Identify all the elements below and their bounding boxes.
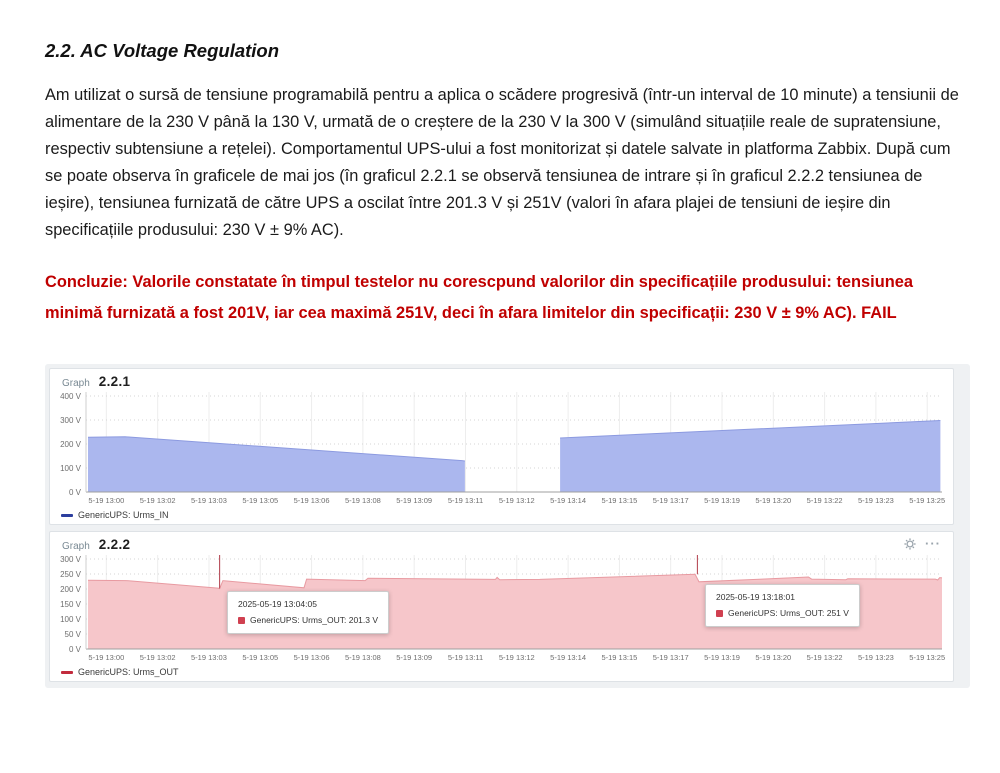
svg-text:100 V: 100 V: [60, 615, 82, 624]
svg-text:5-19 13:03: 5-19 13:03: [191, 653, 227, 662]
graph-221-header: Graph 2.2.1: [52, 371, 951, 390]
svg-text:300 V: 300 V: [60, 416, 82, 425]
ellipsis-menu-icon[interactable]: ···: [925, 536, 941, 552]
series-legend-label: GenericUPS: Urms_OUT: [78, 667, 179, 678]
graph-panel-221: Graph 2.2.1 5-19 13:00 5-19 13:02 5-19 13:…: [49, 368, 954, 526]
svg-text:5-19 13:05: 5-19 13:05: [242, 653, 278, 662]
svg-text:5-19 13:20: 5-19 13:20: [755, 653, 791, 662]
svg-text:200 V: 200 V: [60, 440, 82, 449]
svg-text:5-19 13:25: 5-19 13:25: [909, 496, 945, 505]
datapoint-tooltip-max: 2025-05-19 13:18:01 GenericUPS: Urms_OUT…: [705, 584, 860, 628]
svg-text:5-19 13:22: 5-19 13:22: [807, 653, 843, 662]
graph-kind-label: Graph: [62, 378, 90, 390]
series-legend-label: GenericUPS: Urms_IN: [78, 510, 169, 521]
svg-text:5-19 13:15: 5-19 13:15: [601, 496, 637, 505]
svg-text:5-19 13:23: 5-19 13:23: [858, 653, 894, 662]
svg-text:200 V: 200 V: [60, 585, 82, 594]
svg-text:5-19 13:09: 5-19 13:09: [396, 653, 432, 662]
svg-text:5-19 13:25: 5-19 13:25: [909, 653, 945, 662]
tooltip-timestamp: 2025-05-19 13:04:05: [238, 599, 317, 610]
section-heading: 2.2. AC Voltage Regulation: [45, 40, 280, 61]
graph-number: 2.2.2: [98, 537, 131, 553]
body-paragraph: Am utilizat o sursă de tensiune programa…: [45, 86, 959, 239]
svg-text:5-19 13:11: 5-19 13:11: [448, 653, 483, 662]
tooltip-value: GenericUPS: Urms_OUT: 201.3 V: [250, 615, 379, 626]
legend-row: GenericUPS: Urms_IN: [52, 508, 951, 523]
svg-text:5-19 13:23: 5-19 13:23: [858, 496, 894, 505]
svg-text:5-19 13:14: 5-19 13:14: [550, 653, 586, 662]
series-marker: [238, 616, 245, 624]
datapoint-tooltip-min: 2025-05-19 13:04:05 GenericUPS: Urms_OUT…: [227, 591, 390, 635]
svg-text:0 V: 0 V: [69, 645, 82, 654]
graph-number: 2.2.1: [98, 374, 131, 390]
svg-text:5-19 13:14: 5-19 13:14: [550, 496, 586, 505]
gear-icon[interactable]: [904, 538, 916, 550]
svg-text:5-19 13:00: 5-19 13:00: [88, 496, 124, 505]
svg-text:5-19 13:03: 5-19 13:03: [191, 496, 227, 505]
svg-text:5-19 13:22: 5-19 13:22: [807, 496, 843, 505]
tooltip-timestamp: 2025-05-19 13:18:01: [716, 592, 795, 603]
svg-text:5-19 13:06: 5-19 13:06: [294, 653, 330, 662]
input-voltage-chart[interactable]: 5-19 13:00 5-19 13:02 5-19 13:03 5-19 13:05…: [52, 390, 951, 508]
conclusion-paragraph: Concluzie: Valorile constatate în timpul…: [45, 273, 913, 322]
zabbix-dashboard: Graph 2.2.1 5-19 13:00 5-19 13:02 5-19 13:…: [45, 364, 970, 689]
graph-kind-label: Graph: [62, 541, 90, 553]
svg-text:5-19 13:15: 5-19 13:15: [601, 653, 637, 662]
svg-text:5-19 13:06: 5-19 13:06: [294, 496, 330, 505]
svg-text:5-19 13:19: 5-19 13:19: [704, 653, 740, 662]
series-color-dash: [61, 513, 73, 517]
svg-text:100 V: 100 V: [60, 464, 82, 473]
svg-text:0 V: 0 V: [69, 488, 82, 497]
panel-actions: ···: [904, 536, 941, 552]
svg-text:5-19 13:02: 5-19 13:02: [140, 653, 176, 662]
graph-panel-222: Graph 2.2.2 ··· 5-: [49, 531, 954, 683]
svg-text:250 V: 250 V: [60, 570, 82, 579]
svg-text:5-19 13:19: 5-19 13:19: [704, 496, 740, 505]
legend-row: GenericUPS: Urms_OUT: [52, 665, 951, 680]
svg-text:5-19 13:05: 5-19 13:05: [242, 496, 278, 505]
svg-text:5-19 13:17: 5-19 13:17: [653, 496, 689, 505]
svg-text:50 V: 50 V: [65, 630, 82, 639]
svg-text:400 V: 400 V: [60, 392, 82, 401]
svg-text:150 V: 150 V: [60, 600, 82, 609]
svg-text:5-19 13:08: 5-19 13:08: [345, 653, 381, 662]
svg-text:5-19 13:11: 5-19 13:11: [448, 496, 483, 505]
series-marker: [716, 609, 723, 617]
svg-text:5-19 13:08: 5-19 13:08: [345, 496, 381, 505]
graph-222-header: Graph 2.2.2: [52, 534, 951, 553]
svg-text:5-19 13:20: 5-19 13:20: [755, 496, 791, 505]
svg-text:5-19 13:09: 5-19 13:09: [396, 496, 432, 505]
svg-text:5-19 13:12: 5-19 13:12: [499, 496, 535, 505]
svg-text:5-19 13:02: 5-19 13:02: [140, 496, 176, 505]
svg-text:300 V: 300 V: [60, 555, 82, 564]
svg-text:5-19 13:17: 5-19 13:17: [653, 653, 689, 662]
svg-text:5-19 13:12: 5-19 13:12: [499, 653, 535, 662]
svg-text:5-19 13:00: 5-19 13:00: [88, 653, 124, 662]
series-color-dash: [61, 670, 73, 674]
tooltip-value: GenericUPS: Urms_OUT: 251 V: [728, 608, 849, 619]
